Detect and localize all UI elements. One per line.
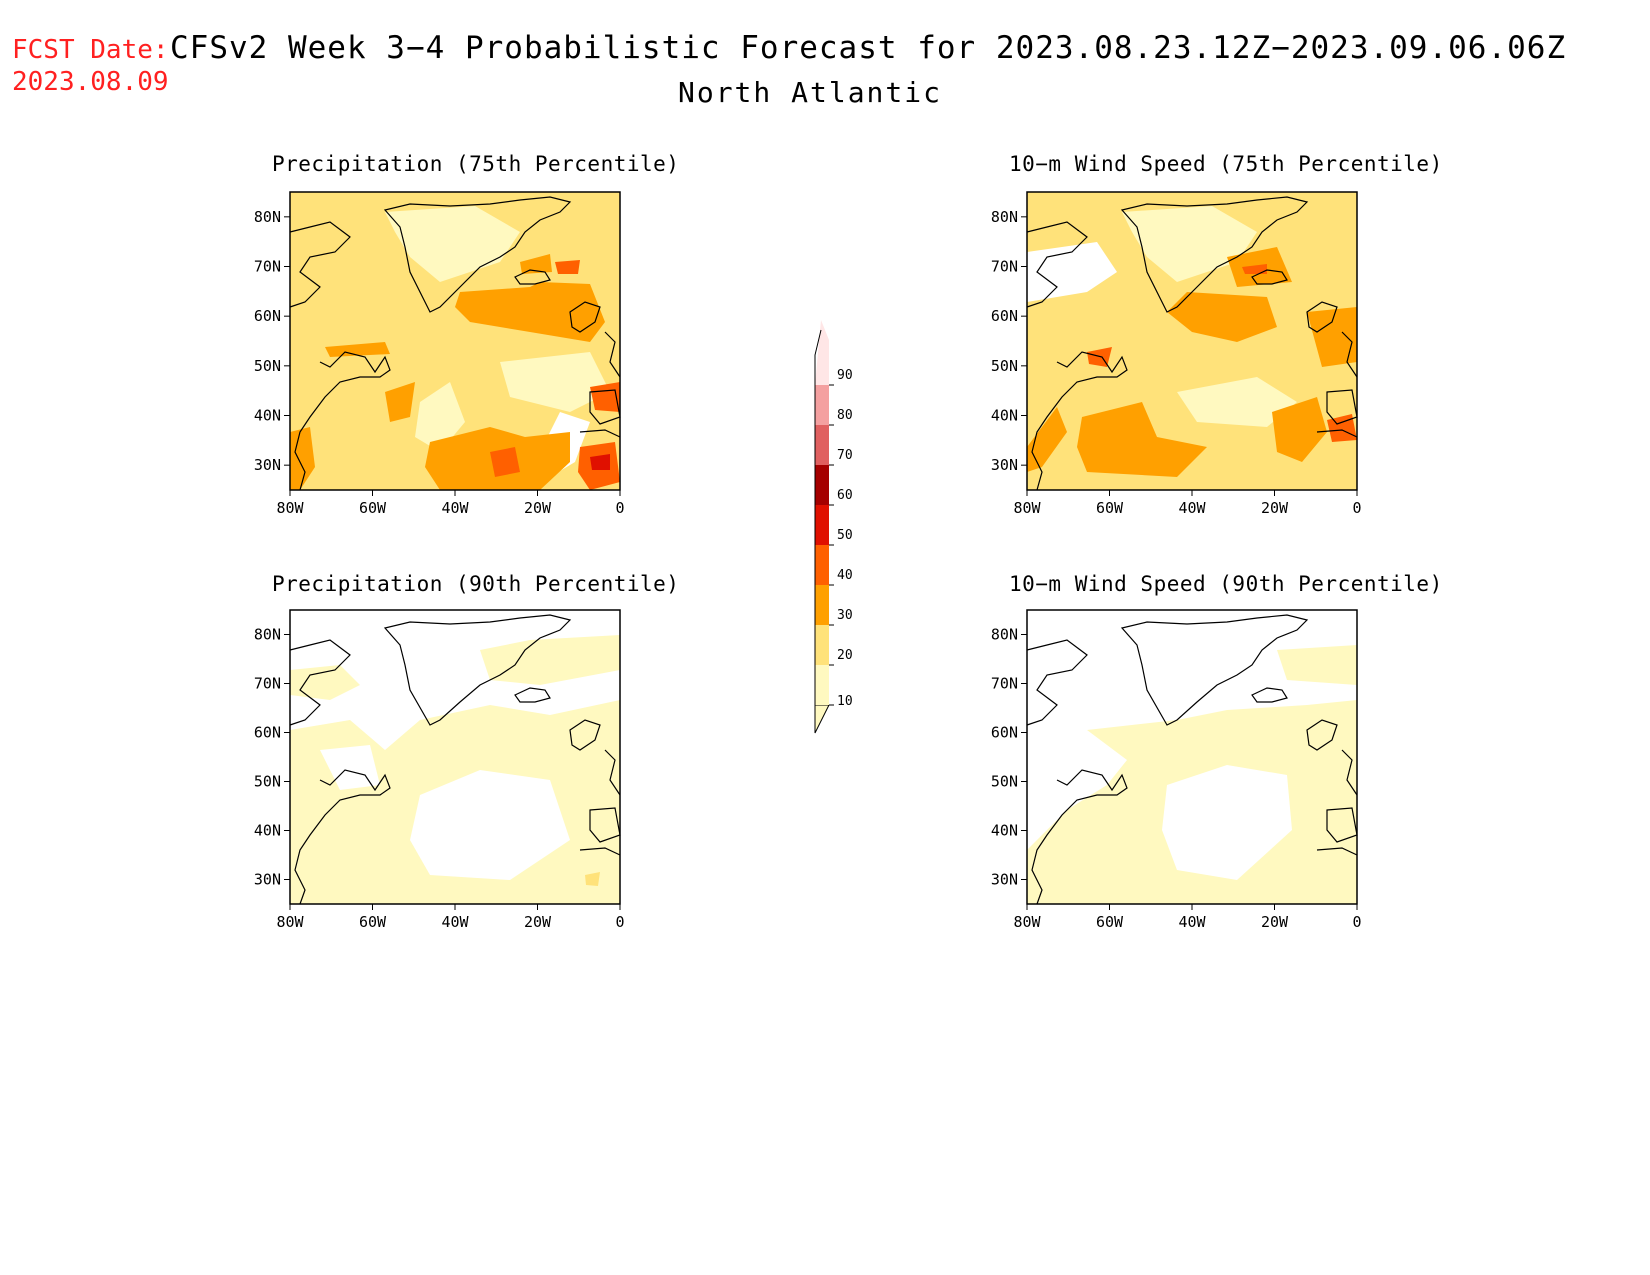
region-title: North Atlantic	[677, 76, 942, 109]
colorbar-label: 80	[837, 408, 853, 423]
lat-tick-label: 60N	[991, 724, 1018, 742]
colorbar-segment	[815, 585, 829, 625]
colorbar-label: 70	[837, 448, 853, 463]
colorbar-segment	[815, 665, 829, 705]
lat-tick-label: 30N	[991, 456, 1018, 474]
panel-title-wind-75: 10−m Wind Speed (75th Percentile)	[1009, 152, 1443, 176]
lon-tick-label: 60W	[1096, 913, 1124, 931]
lat-tick-label: 40N	[254, 407, 281, 425]
colorbar-segment	[815, 320, 829, 385]
lon-tick-label: 20W	[524, 499, 552, 517]
lat-tick-label: 50N	[991, 357, 1018, 375]
lat-tick-label: 60N	[254, 724, 281, 742]
lon-tick-label: 60W	[1096, 499, 1124, 517]
colorbar-segment	[815, 545, 829, 585]
colorbar-label: 90	[837, 368, 853, 383]
colorbar-segment	[815, 465, 829, 505]
colorbar-label: 10	[837, 694, 853, 709]
panel-title-wind-90: 10−m Wind Speed (90th Percentile)	[1009, 572, 1443, 596]
map-axes: 80W 60W 40W 20W 0 80N 70N 60N 50N 40N 30N	[991, 208, 1362, 517]
map-axes: 80W 60W 40W 20W 0 80N 70N 60N 50N 40N 30N	[254, 208, 625, 517]
lat-tick-label: 30N	[254, 871, 281, 889]
colorbar-label: 60	[837, 488, 853, 503]
lat-tick-label: 70N	[991, 258, 1018, 276]
lon-tick-label: 20W	[524, 913, 552, 931]
lon-tick-label: 40W	[1178, 913, 1206, 931]
lat-tick-label: 80N	[254, 626, 281, 644]
lon-tick-label: 40W	[1178, 499, 1206, 517]
probability-shading	[1027, 645, 1357, 904]
chart-title: CFSv2 Week 3−4 Probabilistic Forecast fo…	[170, 30, 1567, 66]
colorbar-segment	[815, 505, 829, 545]
colorbar: 10 20 30 40 50 60 70 80 90	[814, 320, 853, 734]
coastline	[289, 196, 621, 491]
lon-tick-label: 0	[615, 913, 624, 931]
colorbar-segment	[815, 385, 829, 425]
coastline	[1026, 196, 1358, 491]
coastline	[289, 614, 621, 905]
coastline	[1026, 614, 1358, 905]
map-axes: 80W 60W 40W 20W 0 80N 70N 60N 50N 40N 30N	[991, 626, 1362, 932]
colorbar-outline	[814, 329, 822, 733]
panel-title-precip-90: Precipitation (90th Percentile)	[272, 572, 680, 596]
probability-shading	[290, 635, 620, 904]
lat-tick-label: 50N	[991, 773, 1018, 791]
map-panel-wind-90: 80W 60W 40W 20W 0 80N 70N 60N 50N 40N 30N	[991, 609, 1362, 932]
lon-tick-label: 20W	[1261, 913, 1289, 931]
panel-title-precip-75: Precipitation (75th Percentile)	[272, 152, 680, 176]
lat-tick-label: 40N	[991, 822, 1018, 840]
lon-tick-label: 0	[615, 499, 624, 517]
lat-tick-label: 40N	[254, 822, 281, 840]
colorbar-label: 50	[837, 528, 853, 543]
lat-tick-label: 50N	[254, 773, 281, 791]
lon-tick-label: 80W	[1013, 499, 1041, 517]
lon-tick-label: 20W	[1261, 499, 1289, 517]
lat-tick-label: 60N	[254, 307, 281, 325]
lat-tick-label: 70N	[254, 258, 281, 276]
colorbar-label: 30	[837, 608, 853, 623]
lat-tick-label: 30N	[254, 456, 281, 474]
lon-tick-label: 60W	[359, 499, 387, 517]
probability-shading	[1027, 206, 1357, 477]
lat-tick-label: 30N	[991, 871, 1018, 889]
forecast-date-value: 2023.08.09	[12, 67, 169, 97]
lat-tick-label: 60N	[991, 307, 1018, 325]
colorbar-label: 40	[837, 568, 853, 583]
lon-tick-label: 0	[1352, 499, 1361, 517]
map-panel-wind-75: 80W 60W 40W 20W 0 80N 70N 60N 50N 40N 30N	[991, 191, 1362, 517]
map-panel-precip-75: 80W 60W 40W 20W 0 80N 70N 60N 50N 40N 30N	[254, 191, 625, 517]
lat-tick-label: 50N	[254, 357, 281, 375]
lon-tick-label: 0	[1352, 913, 1361, 931]
probability-shading	[290, 206, 620, 490]
map-axes: 80W 60W 40W 20W 0 80N 70N 60N 50N 40N 30N	[254, 626, 625, 932]
lon-tick-label: 60W	[359, 913, 387, 931]
lon-tick-label: 80W	[276, 499, 304, 517]
lat-tick-label: 80N	[254, 208, 281, 226]
lon-tick-label: 80W	[1013, 913, 1041, 931]
lat-tick-label: 80N	[991, 626, 1018, 644]
lon-tick-label: 40W	[441, 913, 469, 931]
map-panel-precip-90: 80W 60W 40W 20W 0 80N 70N 60N 50N 40N 30N	[254, 609, 625, 932]
colorbar-label: 20	[837, 648, 853, 663]
lat-tick-label: 70N	[254, 675, 281, 693]
forecast-date-label: FCST Date: 2023.08.09	[12, 35, 169, 97]
lat-tick-label: 70N	[991, 675, 1018, 693]
colorbar-segment	[815, 425, 829, 465]
lon-tick-label: 40W	[441, 499, 469, 517]
colorbar-cap-low	[814, 704, 830, 734]
lon-tick-label: 80W	[276, 913, 304, 931]
colorbar-segment	[815, 625, 829, 665]
lat-tick-label: 80N	[991, 208, 1018, 226]
lat-tick-label: 40N	[991, 407, 1018, 425]
